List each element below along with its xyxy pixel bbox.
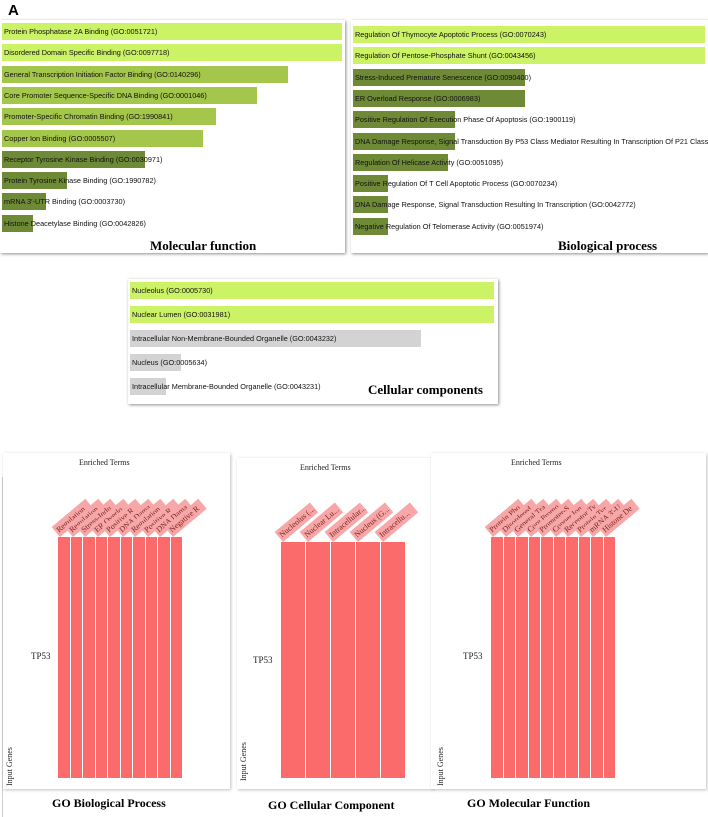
heatmap-cell <box>133 537 146 778</box>
heatmap-cell <box>591 537 604 778</box>
bar-label: Receptor Tyrosine Kinase Binding (GO:003… <box>4 154 163 164</box>
heatmap-cell <box>158 537 171 778</box>
bar-label: Nucleolus (GO:0005730) <box>132 286 213 295</box>
go-cellular-component-title: GO Cellular Component <box>268 798 395 812</box>
heatmap-cell <box>281 542 306 778</box>
input-genes-label-cc: Input Genes <box>239 742 248 781</box>
bar-label: Core Promoter Sequence-Specific DNA Bind… <box>4 90 207 100</box>
bar-label: Disordered Domain Specific Binding (GO:0… <box>4 48 170 58</box>
bar <box>2 65 288 83</box>
bar <box>2 150 145 168</box>
go-molecular-function-title: GO Molecular Function <box>467 796 591 810</box>
bar <box>130 354 181 371</box>
bar-label: General Transcription Initiation Factor … <box>4 69 201 79</box>
panel-b-left-edge <box>2 477 3 817</box>
input-genes-label-bp: Input Genes <box>5 747 14 786</box>
bar-label: ER Overload Response (GO:0006983) <box>355 93 481 103</box>
gene-label-bp: TP53 <box>31 651 51 661</box>
bar-label: Regulation Of Pentose-Phosphate Shunt (G… <box>355 51 536 61</box>
panel-a-label: A <box>8 2 19 19</box>
go-molecular-function-heatmap: Enriched Terms Input Genes TP53 Protein … <box>431 453 706 789</box>
heatmap-cell <box>356 542 381 778</box>
heatmap-cell <box>528 537 541 778</box>
bar <box>130 282 494 299</box>
bar <box>353 68 525 86</box>
bar <box>353 217 388 235</box>
go-biological-process-title: GO Biological Process <box>52 796 166 810</box>
bar <box>2 172 67 190</box>
heatmap-cell <box>83 537 96 778</box>
biological-process-chart: Biological process Regulation Of Thymocy… <box>351 20 708 253</box>
go-biological-process-heatmap: Enriched Terms Input Genes TP53 Regulati… <box>3 453 230 789</box>
bar-label: Positive Regulation Of Execution Phase O… <box>355 115 576 125</box>
heatmap-cell <box>120 537 133 778</box>
heatmap-cell <box>503 537 516 778</box>
bar <box>130 378 166 395</box>
bar <box>353 175 388 193</box>
go-cellular-component-heatmap: Enriched Terms Input Genes TP53 Nucleolu… <box>237 458 433 789</box>
heatmap-cell <box>58 537 71 778</box>
bar <box>2 23 342 40</box>
heatmap-cell <box>566 537 579 778</box>
molecular-function-title: Molecular function <box>150 238 257 253</box>
bar <box>353 132 455 150</box>
bar <box>353 26 705 43</box>
heatmap-cell <box>578 537 591 778</box>
bar-label: DNA Damage Response, Signal Transduction… <box>355 136 708 146</box>
heatmap-cell <box>108 537 121 778</box>
heatmap-cell <box>541 537 554 778</box>
heatmap-cell <box>516 537 529 778</box>
enriched-terms-label-mf: Enriched Terms <box>511 458 562 467</box>
enriched-terms-label-bp: Enriched Terms <box>79 458 130 467</box>
bar <box>353 196 388 214</box>
heatmap-cell <box>70 537 83 778</box>
bar <box>2 86 257 104</box>
bar <box>2 129 203 147</box>
biological-process-title: Biological process <box>558 238 658 253</box>
heatmap-cell <box>95 537 108 778</box>
bar <box>2 108 216 126</box>
bar <box>2 214 33 232</box>
bar-label: Nucleus (GO:0005634) <box>132 358 208 367</box>
bar <box>130 306 494 323</box>
bar-label: DNA Damage Response, Signal Transduction… <box>355 200 636 210</box>
bar-label: Protein Tyrosine Kinase Binding (GO:1990… <box>4 176 156 186</box>
bar-label: Intracellular Non-Membrane-Bounded Organ… <box>132 334 337 343</box>
bar-label: Intracellular Membrane-Bounded Organelle… <box>132 382 321 391</box>
cellular-components-title: Cellular components <box>368 382 483 397</box>
bar-label: Stress-Induced Premature Senescence (GO:… <box>355 72 532 82</box>
gene-label-mf: TP53 <box>463 651 483 661</box>
bar-label: Histone Deacetylase Binding (GO:0042826) <box>4 218 146 228</box>
bar <box>2 44 342 62</box>
bar <box>130 330 421 347</box>
bar <box>353 153 448 171</box>
enriched-terms-label-cc: Enriched Terms <box>300 463 351 472</box>
heatmap-cell <box>170 537 183 778</box>
bar <box>2 193 46 211</box>
cellular-components-chart: Cellular components Nucleolus (GO:000573… <box>128 279 498 404</box>
bar-label: mRNA 3'-UTR Binding (GO:0003730) <box>4 197 126 207</box>
heatmap-cell <box>145 537 158 778</box>
bar-label: Positive Regulation Of T Cell Apoptotic … <box>355 179 558 189</box>
heatmap-cell <box>306 542 331 778</box>
bar-label: Regulation Of Thymocyte Apoptotic Proces… <box>355 30 547 39</box>
input-genes-label-mf: Input Genes <box>436 747 445 786</box>
bar <box>353 47 705 65</box>
bar-label: Promoter-Specific Chromatin Binding (GO:… <box>4 112 173 122</box>
heatmap-cell <box>553 537 566 778</box>
bar <box>353 111 455 129</box>
bar-label: Copper Ion Binding (GO:0005507) <box>4 133 116 143</box>
heatmap-cell <box>603 537 616 778</box>
bar <box>353 89 525 107</box>
gene-label-cc: TP53 <box>253 655 273 665</box>
heatmap-cell <box>381 542 406 778</box>
bar-label: Nuclear Lumen (GO:0031981) <box>132 310 231 319</box>
heatmap-cell <box>331 542 356 778</box>
molecular-function-chart: Molecular function Protein Phosphatase 2… <box>0 20 345 253</box>
bar-label: Regulation Of Helicase Activity (GO:0051… <box>355 157 504 167</box>
heatmap-cell <box>491 537 504 778</box>
bar-label: Negative Regulation Of Telomerase Activi… <box>355 221 544 231</box>
bar-label: Protein Phosphatase 2A Binding (GO:00517… <box>4 27 158 36</box>
